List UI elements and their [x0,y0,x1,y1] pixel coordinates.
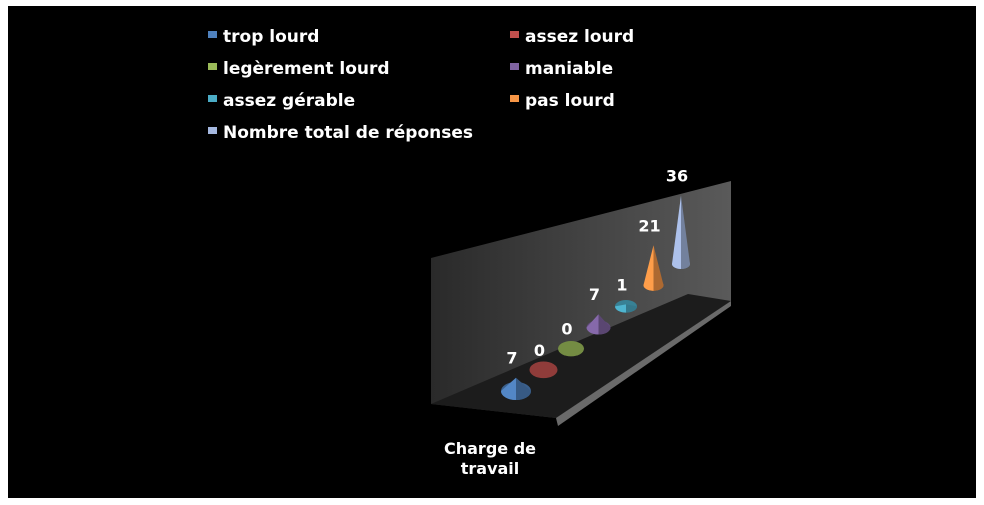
legend-label: assez gérable [223,91,355,111]
legend-item: maniable [510,59,613,79]
cone-dark-side [516,377,531,400]
cone-light-side [501,377,516,400]
legend-label: maniable [525,59,613,79]
legend-item: pas lourd [510,91,615,111]
cone-base [558,341,584,357]
legend-label: assez lourd [525,27,634,47]
cone-6: 21 [638,216,664,291]
cone-7: 36 [666,167,690,269]
cone-4: 7 [586,285,611,335]
cone-chart: trop lourd assez lourd legèrement lourd man… [208,27,731,478]
category-label-line: travail [461,459,520,478]
legend-swatch [510,95,519,102]
cone-light-side [672,195,681,269]
legend-label: pas lourd [525,91,615,111]
legend-label: legèrement lourd [223,59,390,79]
cone-5: 1 [615,275,637,313]
chart-area: trop lourd assez lourd legèrement lourd man… [8,6,976,498]
data-label: 7 [506,349,517,368]
legend-item: legèrement lourd [208,59,390,79]
legend-swatch [208,127,217,134]
legend-item: Nombre total de réponses [208,123,473,143]
chart-side-wall [556,301,731,426]
cone-3: 0 [558,320,584,357]
legend-swatch [510,63,519,70]
data-label: 0 [561,320,572,339]
data-label: 36 [666,167,688,186]
legend-item: trop lourd [208,27,319,47]
cone-1: 7 [501,349,531,400]
legend-item: assez lourd [510,27,634,47]
cone-dark-side [626,304,637,313]
cone-dark-side [598,314,611,335]
cone-base [529,361,558,379]
data-label: 0 [534,341,545,360]
cone-2: 0 [529,341,558,379]
cone-light-side [586,314,599,335]
chart-back-wall [431,181,731,418]
legend-swatch [208,31,217,38]
legend-label: Nombre total de réponses [223,123,473,143]
cone-light-side [643,245,654,291]
legend-label: trop lourd [223,27,319,47]
data-label: 21 [638,216,660,235]
cone-dark-side [681,195,690,269]
cone-light-side [615,304,626,313]
data-label: 7 [589,285,600,304]
legend-item: assez gérable [208,91,355,111]
legend-swatch [208,63,217,70]
data-label: 1 [616,275,627,294]
legend-swatch [208,95,217,102]
category-label-line: Charge de [444,439,536,458]
cone-dark-side [653,245,664,291]
category-label: Charge de travail [444,439,536,478]
legend-swatch [510,31,519,38]
